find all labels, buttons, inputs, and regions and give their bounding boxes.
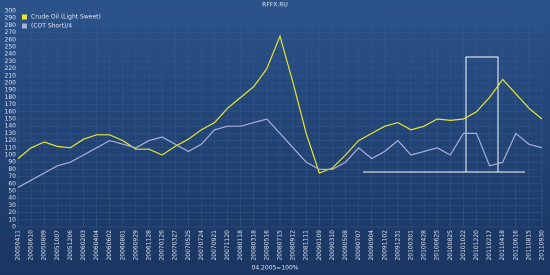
x-tick-label: 20090109 [316, 230, 323, 261]
x-tick-label: 20101022 [460, 230, 467, 261]
x-tick-label: 20060203 [80, 230, 87, 261]
x-tick-label: 20091231 [394, 230, 401, 261]
y-tick-label: 70 [8, 173, 16, 180]
y-tick-label: 110 [5, 144, 17, 151]
x-tick-label: 20081111 [303, 230, 310, 261]
x-tick-label: 20060929 [132, 230, 139, 261]
x-tick-label: 20080516 [263, 230, 270, 261]
x-tick-label: 20080912 [290, 230, 297, 261]
series-line [17, 34, 543, 174]
y-tick-label: 280 [5, 22, 17, 29]
y-tick-label: 0 [12, 224, 16, 231]
legend-swatch [22, 14, 27, 20]
chart-title: RFFX.RU [262, 2, 288, 9]
x-tick-label: 20100428 [421, 230, 428, 261]
y-tick-label: 150 [5, 116, 17, 123]
x-tick-label: 20050809 [41, 230, 48, 261]
x-tick-label: 20070525 [185, 230, 192, 261]
series-line [17, 118, 543, 188]
x-tick-label: 20060602 [106, 230, 113, 261]
x-tick-label: 20070921 [211, 230, 218, 261]
x-tick-label: 20110418 [499, 230, 506, 261]
x-tick-label: 20080318 [250, 230, 257, 261]
legend-swatch [22, 23, 27, 29]
x-tick-label: 20100825 [447, 230, 454, 261]
y-tick-label: 130 [5, 130, 17, 137]
x-tick-label: 20090508 [342, 230, 349, 261]
x-tick-label: 20080715 [277, 230, 284, 261]
y-tick-label: 30 [8, 202, 16, 209]
y-tick-label: 20 [8, 209, 16, 216]
x-tick-label: 20101220 [473, 230, 480, 261]
x-tick-label: 20090904 [368, 230, 375, 261]
x-tick-label: 20051007 [54, 230, 61, 261]
x-tick-label: 20090707 [355, 230, 362, 261]
y-tick-label: 190 [5, 87, 17, 94]
x-tick-label: 20100301 [408, 230, 415, 261]
y-tick-label: 140 [5, 123, 17, 130]
x-tick-label: 20050411 [15, 230, 22, 261]
y-tick-label: 170 [5, 101, 17, 108]
y-tick-label: 250 [5, 44, 17, 51]
x-tick-label: 20090310 [329, 230, 336, 261]
x-tick-label: 20070327 [172, 230, 179, 261]
x-tick-label: 20060404 [93, 230, 100, 261]
y-tick-label: 260 [5, 36, 17, 43]
legend-label: (COT Short)/4 [31, 23, 72, 30]
x-tick-label: 20110815 [525, 230, 532, 261]
x-tick-label: 20080118 [237, 230, 244, 261]
y-tick-label: 290 [5, 15, 17, 22]
y-tick-label: 60 [8, 180, 16, 187]
x-tick-label: 20100625 [434, 230, 441, 261]
y-tick-label: 200 [5, 80, 17, 87]
y-tick-label: 230 [5, 58, 17, 65]
y-tick-label: 270 [5, 29, 17, 36]
x-tick-label: 20061128 [146, 230, 153, 261]
x-tick-label: 20070126 [159, 230, 166, 261]
y-tick-label: 180 [5, 94, 17, 101]
y-tick-label: 240 [5, 51, 17, 58]
x-tick-label: 20050610 [28, 230, 35, 261]
x-tick-label: 20110217 [486, 230, 493, 261]
y-tick-label: 10 [8, 216, 16, 223]
x-tick-label: 20051206 [67, 230, 74, 261]
highlight-box [465, 56, 499, 173]
y-tick-label: 120 [5, 137, 17, 144]
y-tick-label: 80 [8, 166, 16, 173]
y-tick-label: 100 [5, 152, 17, 159]
y-tick-label: 90 [8, 159, 16, 166]
x-tick-label: 20060801 [119, 230, 126, 261]
y-tick-label: 220 [5, 65, 17, 72]
legend-label: Crude Oil (Light Sweet) [31, 14, 101, 21]
y-tick-label: 50 [8, 188, 16, 195]
y-tick-label: 210 [5, 72, 17, 79]
x-tick-label: 20110930 [539, 230, 546, 261]
x-axis-label: 04.2005=100% [252, 265, 299, 272]
y-tick-label: 160 [5, 108, 17, 115]
x-tick-label: 20110616 [512, 230, 519, 261]
x-tick-label: 20071120 [224, 230, 231, 261]
y-tick-label: 300 [5, 8, 17, 15]
x-tick-label: 20091102 [381, 230, 388, 261]
y-tick-label: 40 [8, 195, 16, 202]
x-tick-label: 20070724 [198, 230, 205, 261]
